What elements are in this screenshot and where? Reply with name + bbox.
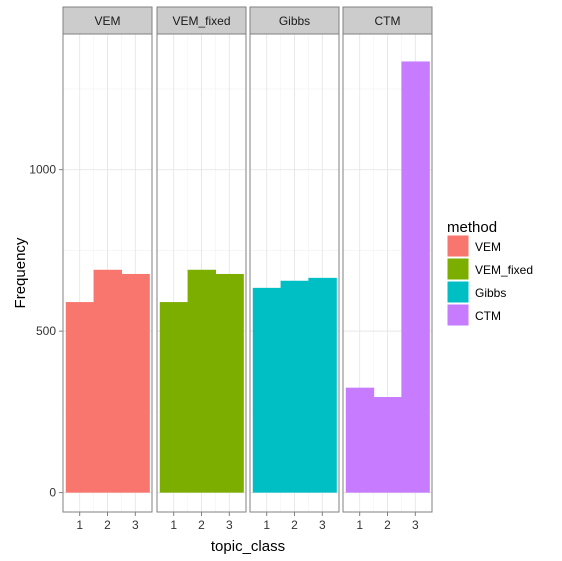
x-axis-title: topic_class [211,538,285,555]
bar-gibbs-2 [280,280,310,493]
x-tick-label: 2 [384,518,391,532]
legend-swatch [446,257,470,281]
facet-panel-ctm: CTM 1 2 3 [342,6,433,532]
facet-strip [62,6,153,35]
facet-strip [249,6,340,35]
bar-vem-1 [65,302,95,493]
legend-swatch [446,280,470,304]
bar-vem-fixed-1 [159,302,189,493]
facet-strip [156,6,247,35]
legend-title: method [447,219,497,236]
legend-swatch [446,234,470,258]
legend-item-vem: VEM [446,234,501,258]
bar-gibbs-1 [252,287,282,493]
facet-panel-vem: VEM 1 2 3 [62,6,153,532]
facet-strip [342,6,433,35]
y-tick-label: 0 [49,486,56,500]
facet-panel-vem-fixed: VEM_fixed 1 2 3 [156,6,247,532]
x-tick-label: 1 [356,518,363,532]
bar-ctm-3 [401,61,430,493]
legend-item-vem-fixed: VEM_fixed [446,257,533,281]
legend-label: CTM [475,309,501,323]
bar-vem-fixed-3 [215,273,244,493]
facet-strip-label: CTM [375,14,401,28]
facet-panel-gibbs: Gibbs 1 2 3 [249,6,340,532]
facet-strip-label: Gibbs [279,14,310,28]
facet-panels: VEM 1 2 3 VEM_fixed 1 2 3 Gibbs 1 2 3 CTM 1 2 3 [62,6,433,532]
y-axis-title: Frequency [12,237,29,308]
bar-ctm-1 [345,387,375,493]
facet-strip-label: VEM [94,14,120,28]
bar-vem-3 [121,273,150,493]
x-tick-label: 1 [263,518,270,532]
bar-vem-fixed-2 [187,269,217,493]
legend-item-gibbs: Gibbs [446,280,506,304]
legend-label: VEM_fixed [475,263,533,277]
x-tick-label: 2 [291,518,298,532]
legend-swatch [446,303,470,327]
bar-vem-2 [93,269,123,493]
bar-gibbs-3 [308,277,337,493]
bar-ctm-2 [373,397,403,493]
x-tick-label: 2 [104,518,111,532]
x-tick-label: 3 [412,518,419,532]
legend-item-ctm: CTM [446,303,501,327]
legend-label: Gibbs [475,286,506,300]
y-tick-label: 500 [36,324,56,338]
x-tick-label: 1 [76,518,83,532]
y-axis: 0 500 1000 [29,163,63,500]
facet-strip-label: VEM_fixed [172,14,230,28]
y-tick-label: 1000 [29,163,56,177]
legend: method VEM VEM_fixed Gibbs CTM [446,219,533,327]
x-tick-label: 3 [319,518,326,532]
legend-label: VEM [475,240,501,254]
x-tick-label: 3 [132,518,139,532]
x-tick-label: 1 [170,518,177,532]
x-tick-label: 3 [226,518,233,532]
x-tick-label: 2 [198,518,205,532]
